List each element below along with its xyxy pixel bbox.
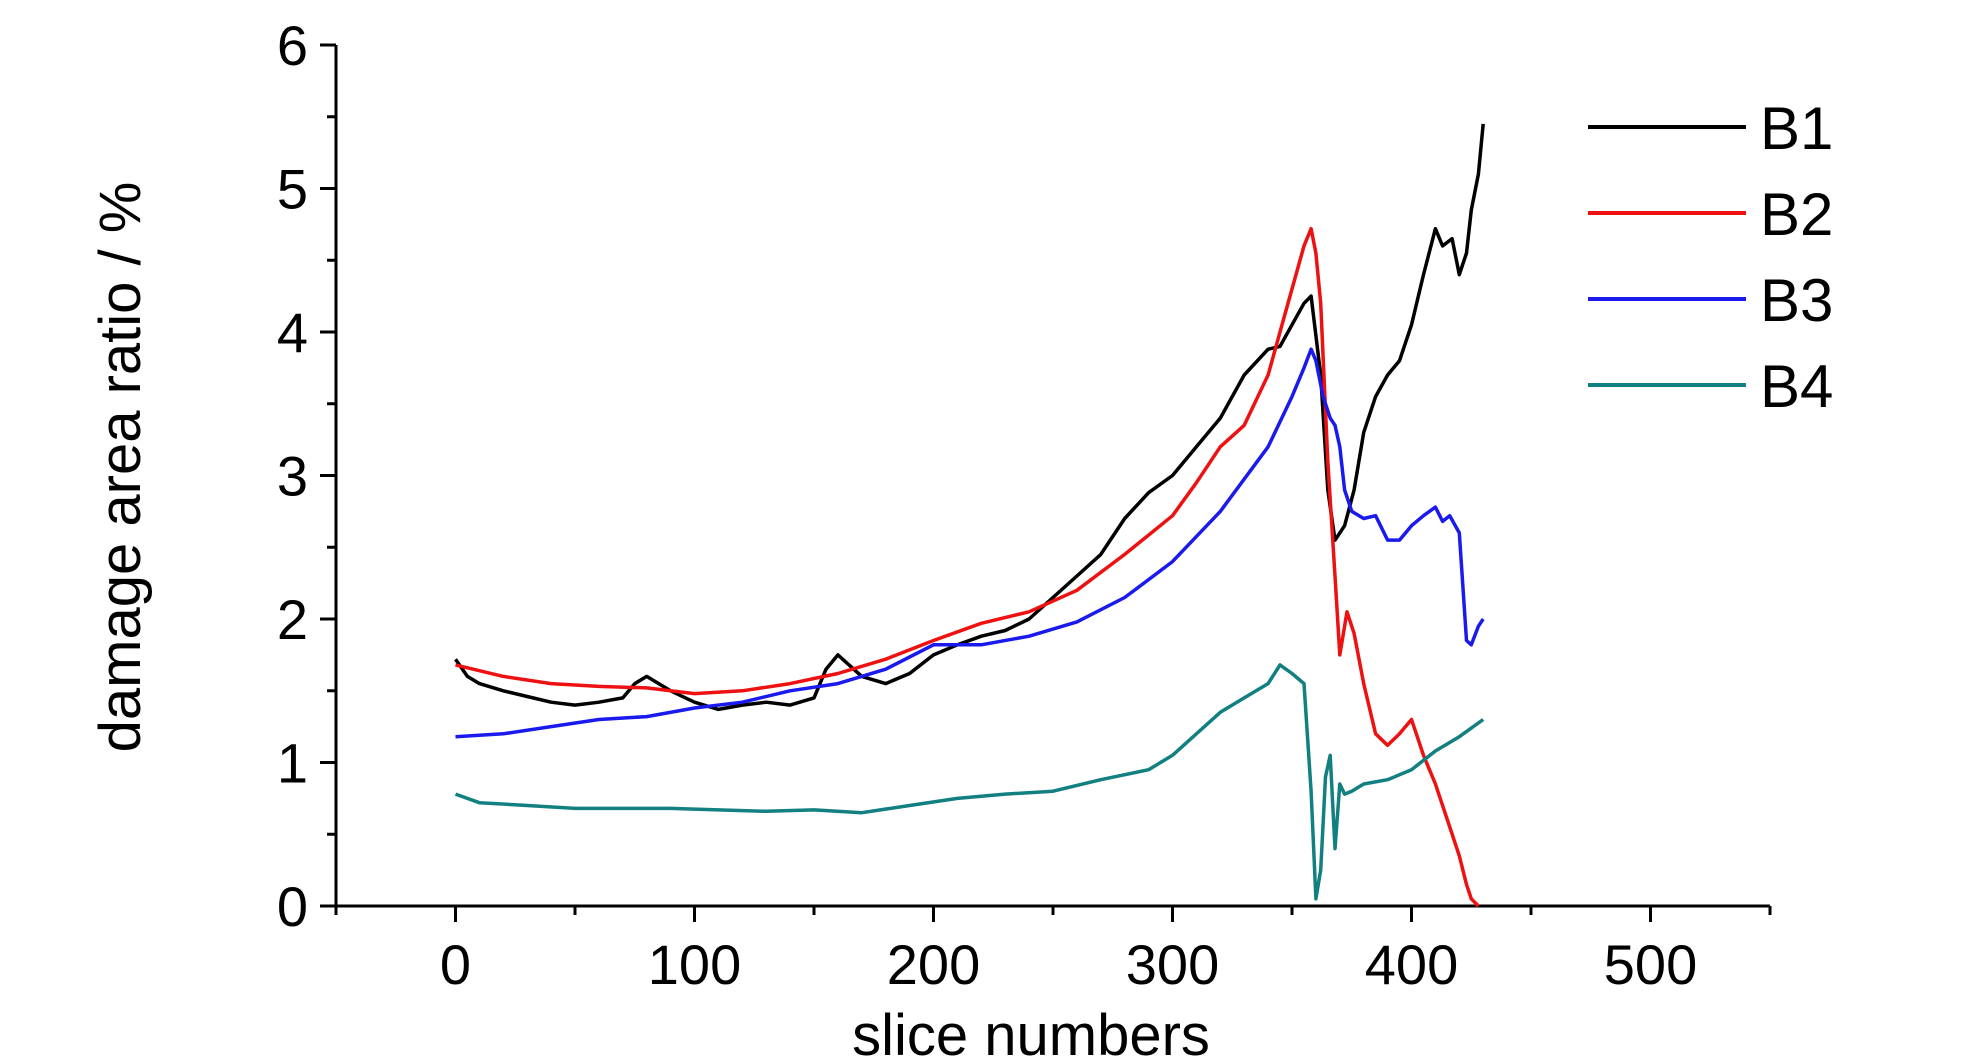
- x-tick-label: 500: [1604, 933, 1697, 996]
- y-tick-label: 2: [277, 588, 308, 651]
- x-tick-label: 400: [1365, 933, 1458, 996]
- legend-label-b1: B1: [1760, 95, 1833, 162]
- y-tick-label: 5: [277, 158, 308, 221]
- y-axis-ticks: 0 1 2 3 4 5 6: [277, 14, 336, 938]
- legend-label-b2: B2: [1760, 181, 1833, 248]
- legend: B1 B2 B3 B4: [1588, 95, 1833, 420]
- axes: [334, 45, 1770, 908]
- x-tick-label: 200: [887, 933, 980, 996]
- y-tick-label: 6: [277, 14, 308, 77]
- series-line-b4: [454, 663, 1485, 901]
- series-line-b2: [455, 226, 1480, 908]
- x-axis-ticks: 0 100 200 300 400 500: [334, 906, 1772, 996]
- y-axis-title: damage area ratio / %: [88, 182, 153, 753]
- y-tick-label: 0: [277, 875, 308, 938]
- y-tick-label: 3: [277, 445, 308, 508]
- series-layer: [454, 123, 1485, 908]
- y-tick-label: 1: [277, 732, 308, 795]
- x-tick-label: 0: [440, 933, 471, 996]
- x-tick-label: 300: [1126, 933, 1219, 996]
- y-tick-label: 4: [277, 301, 308, 364]
- legend-label-b3: B3: [1760, 267, 1833, 334]
- series-line-b1: [454, 123, 1485, 712]
- legend-label-b4: B4: [1760, 353, 1833, 420]
- x-axis-title: slice numbers: [852, 1003, 1210, 1062]
- series-line-b3: [455, 347, 1485, 739]
- x-tick-label: 100: [648, 933, 741, 996]
